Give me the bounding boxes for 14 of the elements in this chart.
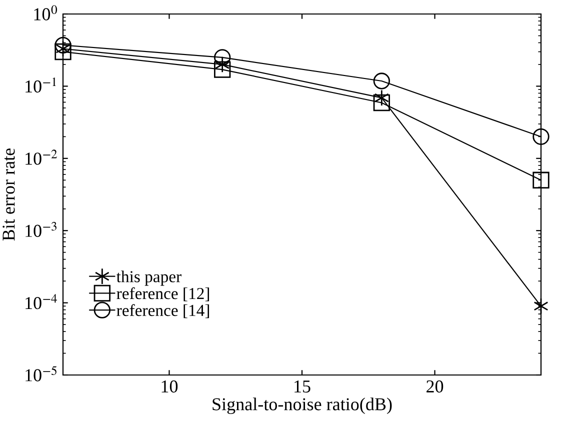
y-tick-label: 10$^{−1}$ [26, 77, 56, 93]
legend-label: this paper [116, 270, 182, 286]
legend-label: reference [12] [116, 287, 209, 302]
y-tick-label: 10$^{−4}$ [26, 294, 57, 310]
x-axis-title: Signal-to-noise ratio(dB) [212, 398, 392, 414]
y-tick-label: 10$^{0}$ [34, 5, 58, 20]
x-tick-label: 20 [426, 380, 444, 393]
x-tick-label: 10 [162, 380, 178, 393]
y-tick-label: 10$^{−2}$ [26, 150, 57, 165]
y-tick-label: 10$^{−5}$ [26, 366, 57, 382]
y-tick-label: 10$^{−3}$ [26, 222, 56, 237]
legend-label: reference [14] [116, 304, 209, 318]
y-axis-title: Bit error rate [2, 148, 15, 241]
x-tick-label: 15 [294, 380, 310, 393]
